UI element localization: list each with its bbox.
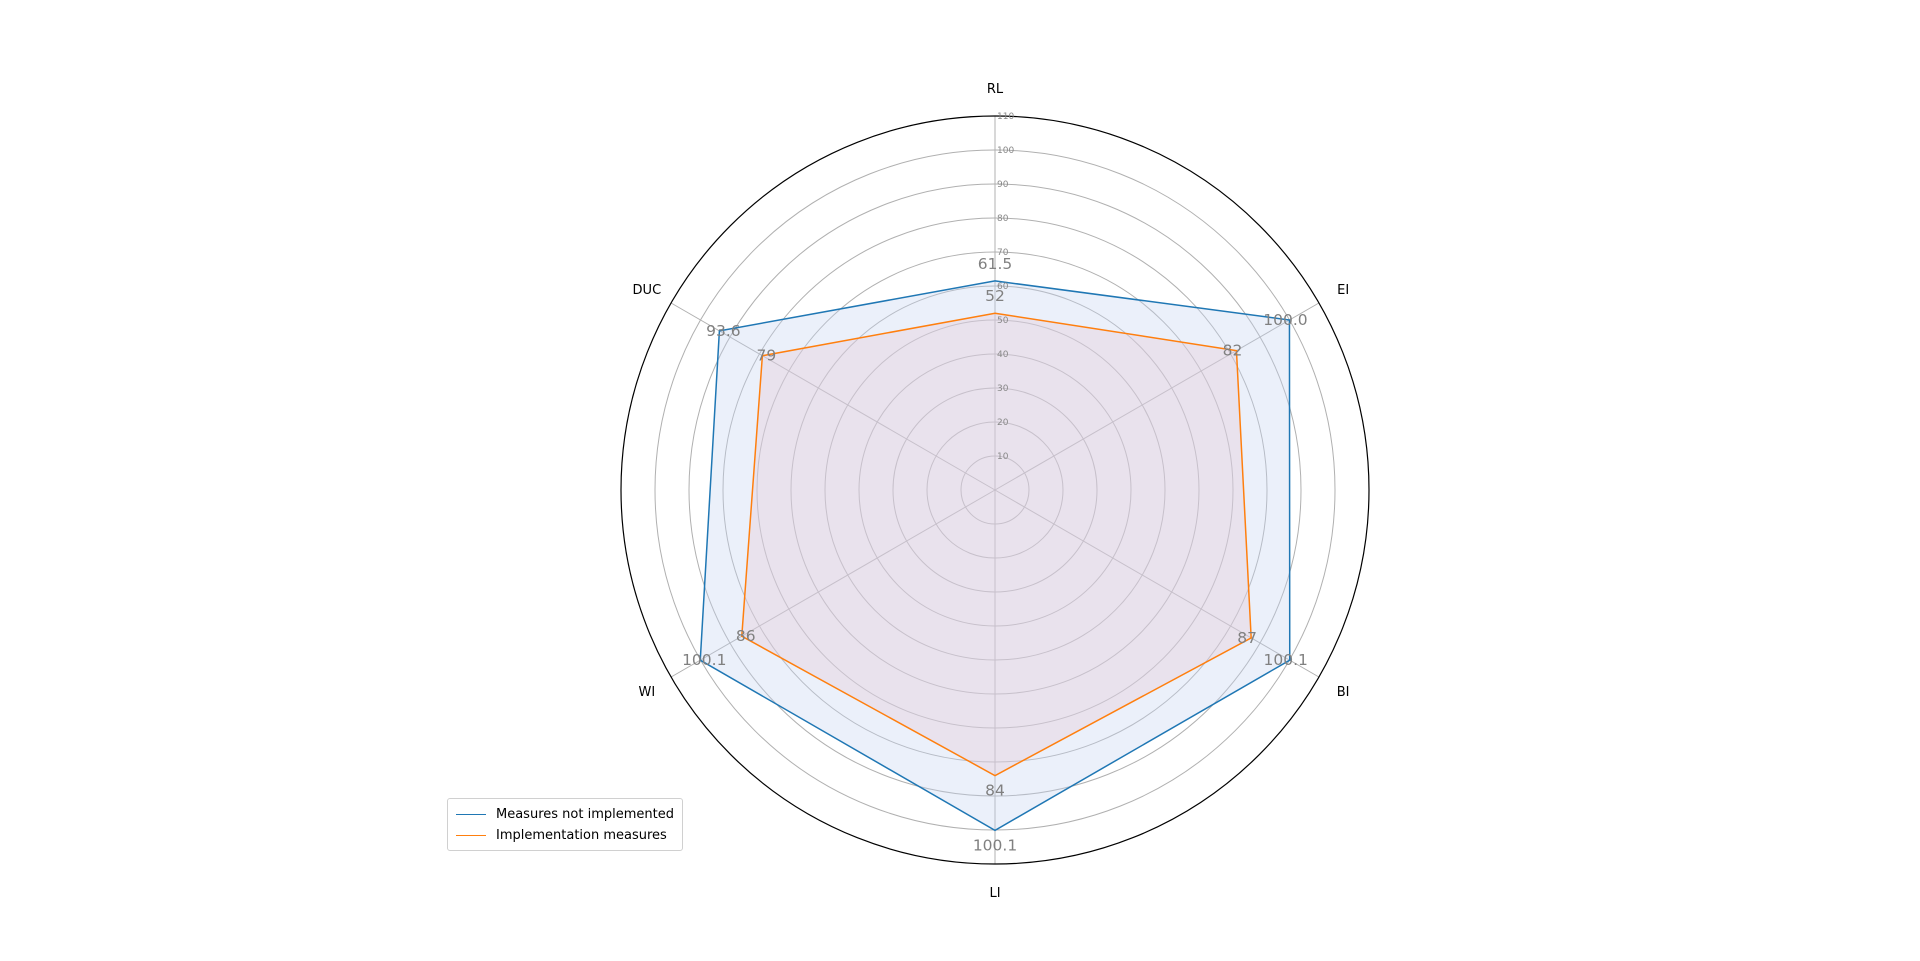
- value-label-s2-li: 84: [985, 782, 1005, 800]
- legend-label-series-1: Measures not implemented: [496, 807, 674, 822]
- radial-tick-110: 110: [997, 112, 1014, 122]
- legend-item-series-1: Measures not implemented: [456, 804, 674, 825]
- radial-tick-60: 60: [997, 282, 1009, 292]
- spoke-wi: [670, 489, 996, 678]
- value-label-s2-ei: 82: [1223, 342, 1243, 360]
- radar-grid: [620, 115, 1370, 865]
- radial-tick-30: 30: [997, 384, 1009, 394]
- axis-label-duc: DUC: [633, 283, 662, 298]
- legend-swatch-series-2: [456, 835, 486, 836]
- series-fill-2: [741, 313, 1252, 776]
- spoke-bi: [994, 489, 1320, 678]
- axis-label-bi: BI: [1337, 685, 1350, 700]
- value-label-s2-rl: 52: [985, 287, 1005, 305]
- radial-tick-10: 10: [997, 452, 1009, 462]
- radial-tick-100: 100: [997, 146, 1014, 156]
- legend: Measures not implemented Implementation …: [447, 798, 683, 851]
- value-label-s1-ei: 100.0: [1263, 311, 1307, 329]
- radial-tick-80: 80: [997, 214, 1009, 224]
- value-label-s1-wi: 100.1: [682, 651, 726, 669]
- series-fill-1: [700, 280, 1290, 831]
- legend-swatch-series-1: [456, 814, 486, 815]
- value-label-s2-wi: 86: [736, 627, 756, 645]
- legend-item-series-2: Implementation measures: [456, 825, 674, 846]
- axis-label-wi: WI: [639, 685, 656, 700]
- radial-tick-20: 20: [997, 418, 1009, 428]
- value-label-s1-duc: 93.6: [706, 322, 741, 340]
- axis-label-li: LI: [989, 886, 1000, 901]
- value-label-s1-bi: 100.1: [1264, 651, 1308, 669]
- spoke-duc: [670, 302, 996, 491]
- value-label-s1-li: 100.1: [973, 836, 1017, 854]
- value-label-s2-duc: 79: [757, 347, 777, 365]
- series-line-1: [699, 280, 1291, 832]
- legend-label-series-2: Implementation measures: [496, 828, 667, 843]
- radar-labels: 10 20 30 40 50 60 70 80 90 100 110 RL EI BI LI WI DUC 61.…: [633, 82, 1350, 901]
- value-label-s1-rl: 61.5: [978, 255, 1013, 273]
- spoke-ei: [994, 302, 1320, 491]
- value-label-s2-bi: 87: [1237, 629, 1257, 647]
- radial-tick-40: 40: [997, 350, 1009, 360]
- outer-frame: [620, 115, 1370, 865]
- radar-series: [699, 280, 1291, 832]
- radial-tick-50: 50: [997, 316, 1009, 326]
- axis-label-rl: RL: [987, 82, 1004, 97]
- radial-tick-70: 70: [997, 248, 1009, 258]
- axis-label-ei: EI: [1337, 283, 1349, 298]
- series-line-2: [740, 312, 1252, 777]
- radial-tick-90: 90: [997, 180, 1009, 190]
